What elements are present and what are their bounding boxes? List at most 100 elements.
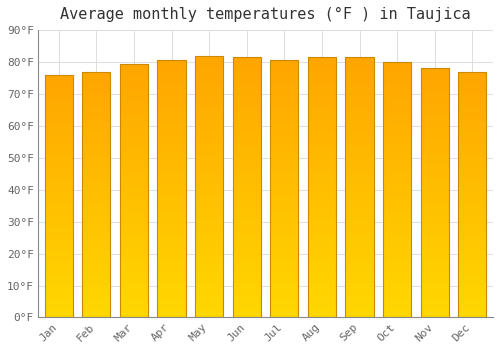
Bar bbox=[44, 190, 73, 191]
Bar bbox=[120, 246, 148, 248]
Bar bbox=[308, 102, 336, 104]
Bar bbox=[44, 245, 73, 246]
Bar bbox=[458, 229, 486, 231]
Bar bbox=[346, 206, 374, 208]
Bar bbox=[82, 306, 110, 308]
Bar bbox=[420, 211, 449, 213]
Bar bbox=[158, 275, 186, 276]
Bar bbox=[44, 109, 73, 110]
Bar bbox=[44, 251, 73, 253]
Bar bbox=[232, 217, 261, 219]
Bar bbox=[308, 107, 336, 109]
Bar bbox=[270, 223, 298, 225]
Bar bbox=[158, 266, 186, 268]
Bar bbox=[44, 287, 73, 288]
Bar bbox=[232, 208, 261, 210]
Bar bbox=[82, 276, 110, 278]
Bar bbox=[120, 170, 148, 172]
Bar bbox=[458, 247, 486, 248]
Bar bbox=[458, 144, 486, 145]
Bar bbox=[308, 250, 336, 252]
Bar bbox=[82, 88, 110, 90]
Bar bbox=[270, 115, 298, 117]
Bar bbox=[420, 282, 449, 284]
Bar bbox=[458, 88, 486, 90]
Bar bbox=[383, 207, 412, 209]
Bar bbox=[308, 161, 336, 163]
Bar bbox=[82, 78, 110, 80]
Bar bbox=[308, 257, 336, 259]
Bar bbox=[232, 184, 261, 186]
Bar bbox=[82, 190, 110, 191]
Bar bbox=[120, 79, 148, 80]
Bar bbox=[158, 65, 186, 67]
Bar bbox=[195, 274, 224, 275]
Bar bbox=[82, 193, 110, 195]
Bar bbox=[308, 68, 336, 69]
Bar bbox=[308, 180, 336, 182]
Bar bbox=[82, 172, 110, 173]
Bar bbox=[232, 191, 261, 192]
Bar bbox=[420, 201, 449, 203]
Bar bbox=[82, 275, 110, 276]
Bar bbox=[270, 285, 298, 287]
Bar bbox=[458, 306, 486, 308]
Bar bbox=[346, 219, 374, 220]
Bar bbox=[120, 123, 148, 125]
Bar bbox=[120, 230, 148, 231]
Bar bbox=[82, 160, 110, 162]
Bar bbox=[82, 253, 110, 255]
Bar bbox=[232, 106, 261, 107]
Bar bbox=[158, 103, 186, 105]
Bar bbox=[120, 77, 148, 79]
Bar bbox=[458, 181, 486, 183]
Bar bbox=[44, 112, 73, 114]
Bar bbox=[82, 283, 110, 285]
Bar bbox=[346, 212, 374, 214]
Bar bbox=[195, 150, 224, 152]
Bar bbox=[308, 71, 336, 73]
Bar bbox=[420, 266, 449, 268]
Bar bbox=[420, 221, 449, 223]
Bar bbox=[383, 248, 412, 249]
Bar bbox=[82, 109, 110, 111]
Bar bbox=[458, 214, 486, 216]
Bar bbox=[383, 70, 412, 72]
Bar bbox=[420, 313, 449, 314]
Bar bbox=[270, 208, 298, 210]
Bar bbox=[458, 195, 486, 196]
Bar bbox=[383, 276, 412, 278]
Bar bbox=[270, 249, 298, 251]
Bar bbox=[308, 214, 336, 215]
Bar bbox=[158, 175, 186, 177]
Bar bbox=[44, 135, 73, 136]
Bar bbox=[458, 196, 486, 198]
Bar bbox=[232, 94, 261, 96]
Bar bbox=[270, 203, 298, 204]
Bar bbox=[232, 172, 261, 174]
Bar bbox=[420, 316, 449, 317]
Bar bbox=[195, 264, 224, 265]
Bar bbox=[195, 71, 224, 73]
Bar bbox=[120, 253, 148, 255]
Bar bbox=[308, 274, 336, 276]
Bar bbox=[82, 264, 110, 265]
Bar bbox=[195, 187, 224, 188]
Bar bbox=[44, 254, 73, 256]
Bar bbox=[158, 79, 186, 81]
Bar bbox=[82, 234, 110, 236]
Bar bbox=[232, 312, 261, 314]
Bar bbox=[232, 234, 261, 236]
Bar bbox=[120, 113, 148, 114]
Bar bbox=[420, 196, 449, 198]
Bar bbox=[195, 73, 224, 75]
Bar bbox=[158, 105, 186, 107]
Bar bbox=[195, 178, 224, 180]
Bar bbox=[44, 97, 73, 99]
Bar bbox=[232, 97, 261, 99]
Bar bbox=[458, 234, 486, 236]
Bar bbox=[346, 68, 374, 69]
Bar bbox=[232, 104, 261, 106]
Bar bbox=[158, 252, 186, 254]
Bar bbox=[82, 185, 110, 186]
